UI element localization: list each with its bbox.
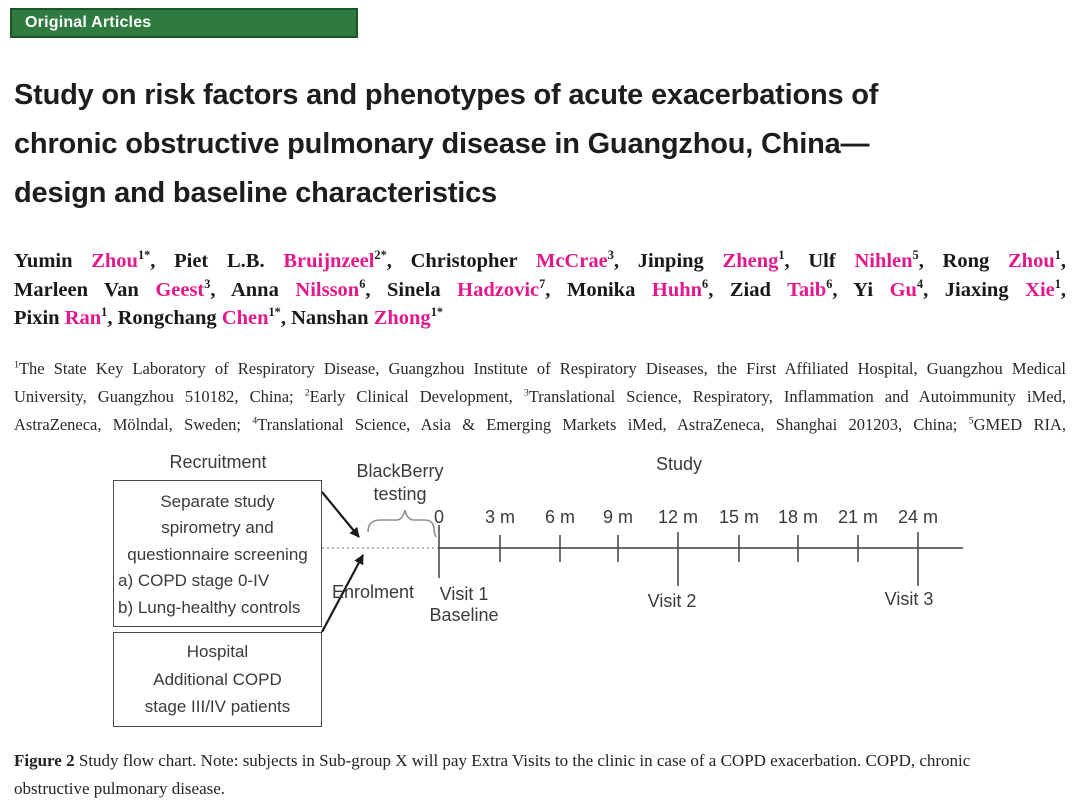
enrolment-label: Enrolment [313,582,433,603]
recruitment-box-line: a) COPD stage 0-IV [114,568,321,594]
hospital-box-line: Hospital [114,638,321,666]
author-line-2: Marleen Van Geest3, Anna Nilsson6, Sinel… [14,276,1066,305]
tick-label: 24 m [898,507,938,528]
recruitment-box: Separate study spirometry and questionna… [113,480,322,627]
recruitment-box-line: b) Lung-healthy controls [114,595,321,621]
hospital-box-line: Additional COPD [114,666,321,694]
affiliation-line-3: AstraZeneca, Mölndal, Sweden; 4Translati… [14,411,1066,439]
figure-caption-line2: obstructive pulmonary disease. [14,775,1074,802]
title-line-1: Study on risk factors and phenotypes of … [14,71,878,120]
visit-label: Visit 2 [648,591,697,612]
tick-label: 18 m [778,507,818,528]
figure-caption: Figure 2 Study flow chart. Note: subject… [14,747,1074,802]
hospital-box: Hospital Additional COPD stage III/IV pa… [113,632,322,727]
figure-caption-line1: Figure 2 Study flow chart. Note: subject… [14,747,1074,775]
recruitment-box-line: spirometry and [114,515,321,541]
study-label: Study [579,454,779,475]
blackberry-testing-line1: BlackBerry [330,460,470,483]
tick-label: 0 [434,507,444,528]
affiliation-line-1: 1The State Key Laboratory of Respiratory… [14,355,1066,383]
hospital-box-line: stage III/IV patients [114,693,321,721]
recruitment-box-line: Separate study [114,489,321,515]
tick-label: 6 m [545,507,575,528]
recruitment-box-line: questionnaire screening [114,542,321,568]
section-banner-label: Original Articles [12,14,151,32]
author-line-1: Yumin Zhou1*, Piet L.B. Bruijnzeel2*, Ch… [14,247,1066,276]
visit-label: Visit 3 [885,589,934,610]
author-list: Yumin Zhou1*, Piet L.B. Bruijnzeel2*, Ch… [14,247,1066,333]
figure-caption-label: Figure 2 [14,751,75,770]
tick-label: 21 m [838,507,878,528]
figure-caption-text: Study flow chart. Note: subjects in Sub-… [75,751,971,770]
tick-label: 9 m [603,507,633,528]
affiliation-line-2: University, Guangzhou 510182, China; 2Ea… [14,383,1066,411]
tick-label: 15 m [719,507,759,528]
blackberry-testing-line2: testing [330,483,470,506]
title-line-2: chronic obstructive pulmonary disease in… [14,120,878,169]
timeline-tick-marks [439,525,918,586]
section-banner: Original Articles [10,8,358,38]
recruitment-label: Recruitment [118,452,318,473]
article-title: Study on risk factors and phenotypes of … [14,71,878,218]
figure-2-flow-chart: Recruitment Study BlackBerry testing Sep… [0,440,1080,740]
author-line-3: Pixin Ran1, Rongchang Chen1*, Nanshan Zh… [14,304,1066,333]
title-line-3: design and baseline characteristics [14,169,878,218]
tick-label: 12 m [658,507,698,528]
blackberry-testing-label: BlackBerry testing [330,460,470,506]
blackberry-brace [368,510,436,537]
tick-label: 3 m [485,507,515,528]
affiliations: 1The State Key Laboratory of Respiratory… [14,355,1066,439]
